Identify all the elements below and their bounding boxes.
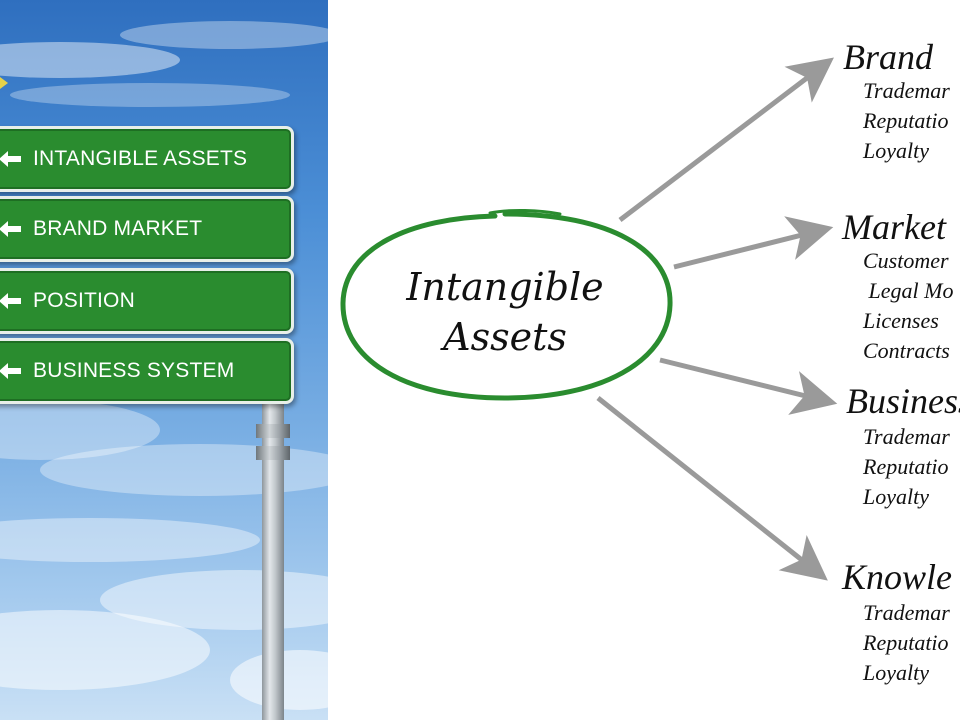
left-arrow-icon [0,293,21,309]
center-ring [340,211,673,401]
center-title-line1: Intangible [406,265,604,309]
sign-intangible-assets: INTANGIBLE ASSETS [0,126,294,192]
category-item: Licenses [863,308,939,333]
category-title-market: Market [842,207,946,247]
category-item: Loyalty [863,484,929,509]
category-item: Contracts [863,338,950,363]
sign-label: INTANGIBLE ASSETS [33,147,248,170]
left-arrow-icon [0,151,21,167]
category-item: Loyalty [863,138,929,163]
sign-label: BUSINESS SYSTEM [33,359,235,382]
sign-label: BRAND MARKET [33,217,203,240]
pole-band [256,424,290,438]
category-item: Reputatio [863,630,949,655]
arrow-to-brand [618,57,834,222]
arrow-to-business [659,357,838,415]
center-title-line2: Assets [443,315,567,359]
left-arrow-icon [0,221,21,237]
category-title-business: Business [846,381,960,421]
arrow-to-market [673,216,834,270]
category-item: Trademar [863,600,950,625]
sign-position: POSITION [0,268,294,334]
pole-band [256,446,290,460]
signpost-photo: INTANGIBLE ASSETS BRAND MARKET POSITION … [0,0,328,720]
category-item: Reputatio [863,108,949,133]
category-item: Legal Mo [863,278,954,303]
category-title-brand: Brand [843,37,933,77]
category-title-knowledge: Knowle [842,557,953,597]
sign-label: POSITION [33,289,135,312]
category-item: Reputatio [863,454,949,479]
category-item: Customer [863,248,949,273]
category-item: Loyalty [863,660,929,685]
arrow-to-knowledge [596,396,828,581]
category-item: Trademar [863,424,950,449]
sign-pole [262,400,284,720]
left-arrow-icon [0,363,21,379]
center-ring-tail [488,208,562,216]
sign-business-system: BUSINESS SYSTEM [0,338,294,404]
category-item: Trademar [863,78,950,103]
sign-brand-market: BRAND MARKET [0,196,294,262]
sign-top-arrow-icon [0,77,8,89]
